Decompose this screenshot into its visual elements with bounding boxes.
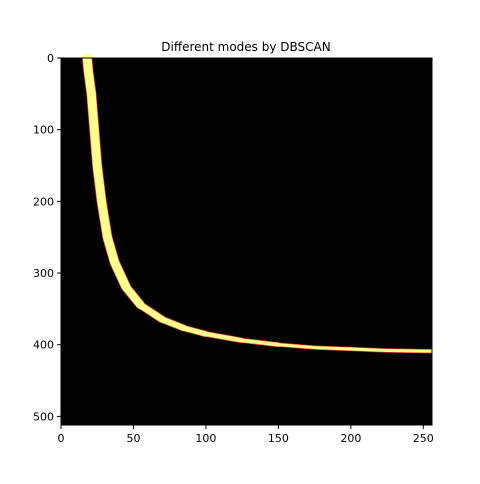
y-axis: 0 100 200 300 400 500 <box>33 52 61 423</box>
mode-segment <box>240 338 281 347</box>
x-tick-label: 0 <box>58 432 65 445</box>
mode-segment <box>276 343 317 350</box>
mode-segment <box>122 283 145 310</box>
y-tick-label: 100 <box>33 124 54 137</box>
y-tick-label: 500 <box>33 410 54 423</box>
x-axis: 0 50 100 150 200 250 <box>58 425 434 445</box>
mode-segment <box>87 89 99 135</box>
mode-segment <box>92 161 106 206</box>
mode-segment <box>110 257 131 292</box>
mode-segment <box>103 232 119 267</box>
x-tick-label: 200 <box>340 432 361 445</box>
mode-segment <box>313 346 353 351</box>
plot-frame <box>60 57 433 426</box>
y-tick-label: 200 <box>33 195 54 208</box>
y-tick-label: 400 <box>33 339 54 352</box>
mode-segment <box>137 302 166 323</box>
mode-layer <box>82 53 434 354</box>
y-tick-label: 0 <box>47 52 54 65</box>
y-tick-label: 300 <box>33 267 54 280</box>
plot-area <box>61 58 432 425</box>
x-tick-label: 50 <box>126 432 140 445</box>
mode-segment <box>159 316 188 332</box>
mode-segment <box>203 331 245 343</box>
mode-segment <box>349 347 389 352</box>
x-tick-label: 150 <box>268 432 289 445</box>
chart-title: Different modes by DBSCAN <box>161 40 330 54</box>
mode-segment <box>385 349 434 353</box>
mode-segment <box>181 325 209 337</box>
mode-segment <box>97 197 112 242</box>
mode-segment <box>89 125 102 170</box>
x-tick-label: 250 <box>413 432 434 445</box>
x-tick-label: 100 <box>195 432 216 445</box>
